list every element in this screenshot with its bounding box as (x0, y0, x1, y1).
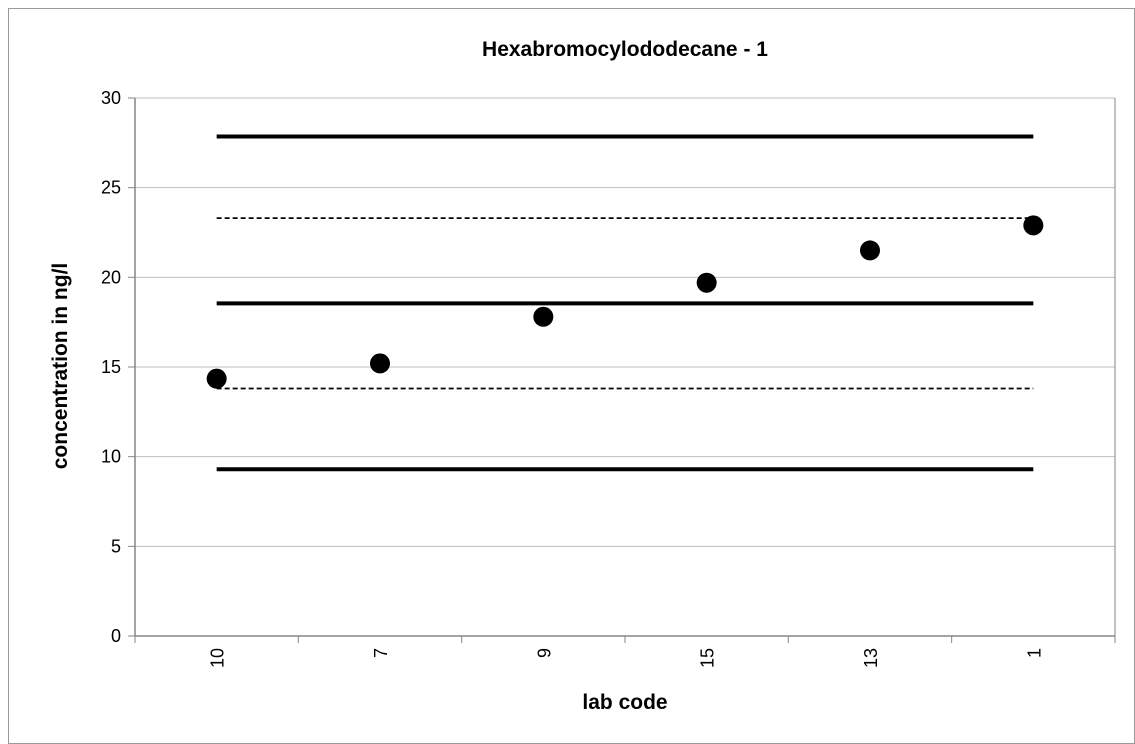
chart-frame (8, 8, 1135, 744)
data-point-lab-7 (370, 353, 390, 374)
y-tick-label: 25 (101, 178, 121, 198)
y-tick-label: 5 (111, 536, 121, 556)
x-axis-title: lab code (582, 691, 667, 714)
data-point-lab-1 (1023, 215, 1044, 236)
x-tick-label: 7 (371, 648, 391, 658)
x-tick-label: 1 (1024, 648, 1044, 658)
x-tick-labels: 10 7 9 15 13 1 (208, 648, 1045, 668)
y-tick-label: 0 (111, 626, 121, 646)
y-tick-label: 30 (101, 88, 121, 108)
chart-title: Hexabromocylododecane - 1 (482, 38, 768, 61)
grid-lines (135, 97, 1115, 547)
x-tick-label: 15 (698, 648, 718, 668)
data-point-lab-9 (533, 306, 554, 327)
axes (128, 97, 1116, 643)
data-points (206, 215, 1044, 389)
data-point-lab-13 (860, 240, 880, 261)
y-tick-label: 20 (101, 267, 121, 287)
x-tick-label: 9 (534, 648, 554, 658)
y-tick-label: 10 (101, 447, 121, 467)
reference-lines (216, 134, 1034, 472)
y-tick-label: 15 (101, 357, 121, 377)
y-tick-labels: 0 5 10 15 20 25 30 (101, 88, 121, 646)
y-axis-title: concentration in ng/l (49, 263, 72, 470)
x-tick-label: 13 (861, 648, 881, 668)
data-point-lab-10 (206, 368, 227, 389)
x-tick-label: 10 (208, 648, 228, 668)
data-point-lab-15 (696, 272, 717, 293)
